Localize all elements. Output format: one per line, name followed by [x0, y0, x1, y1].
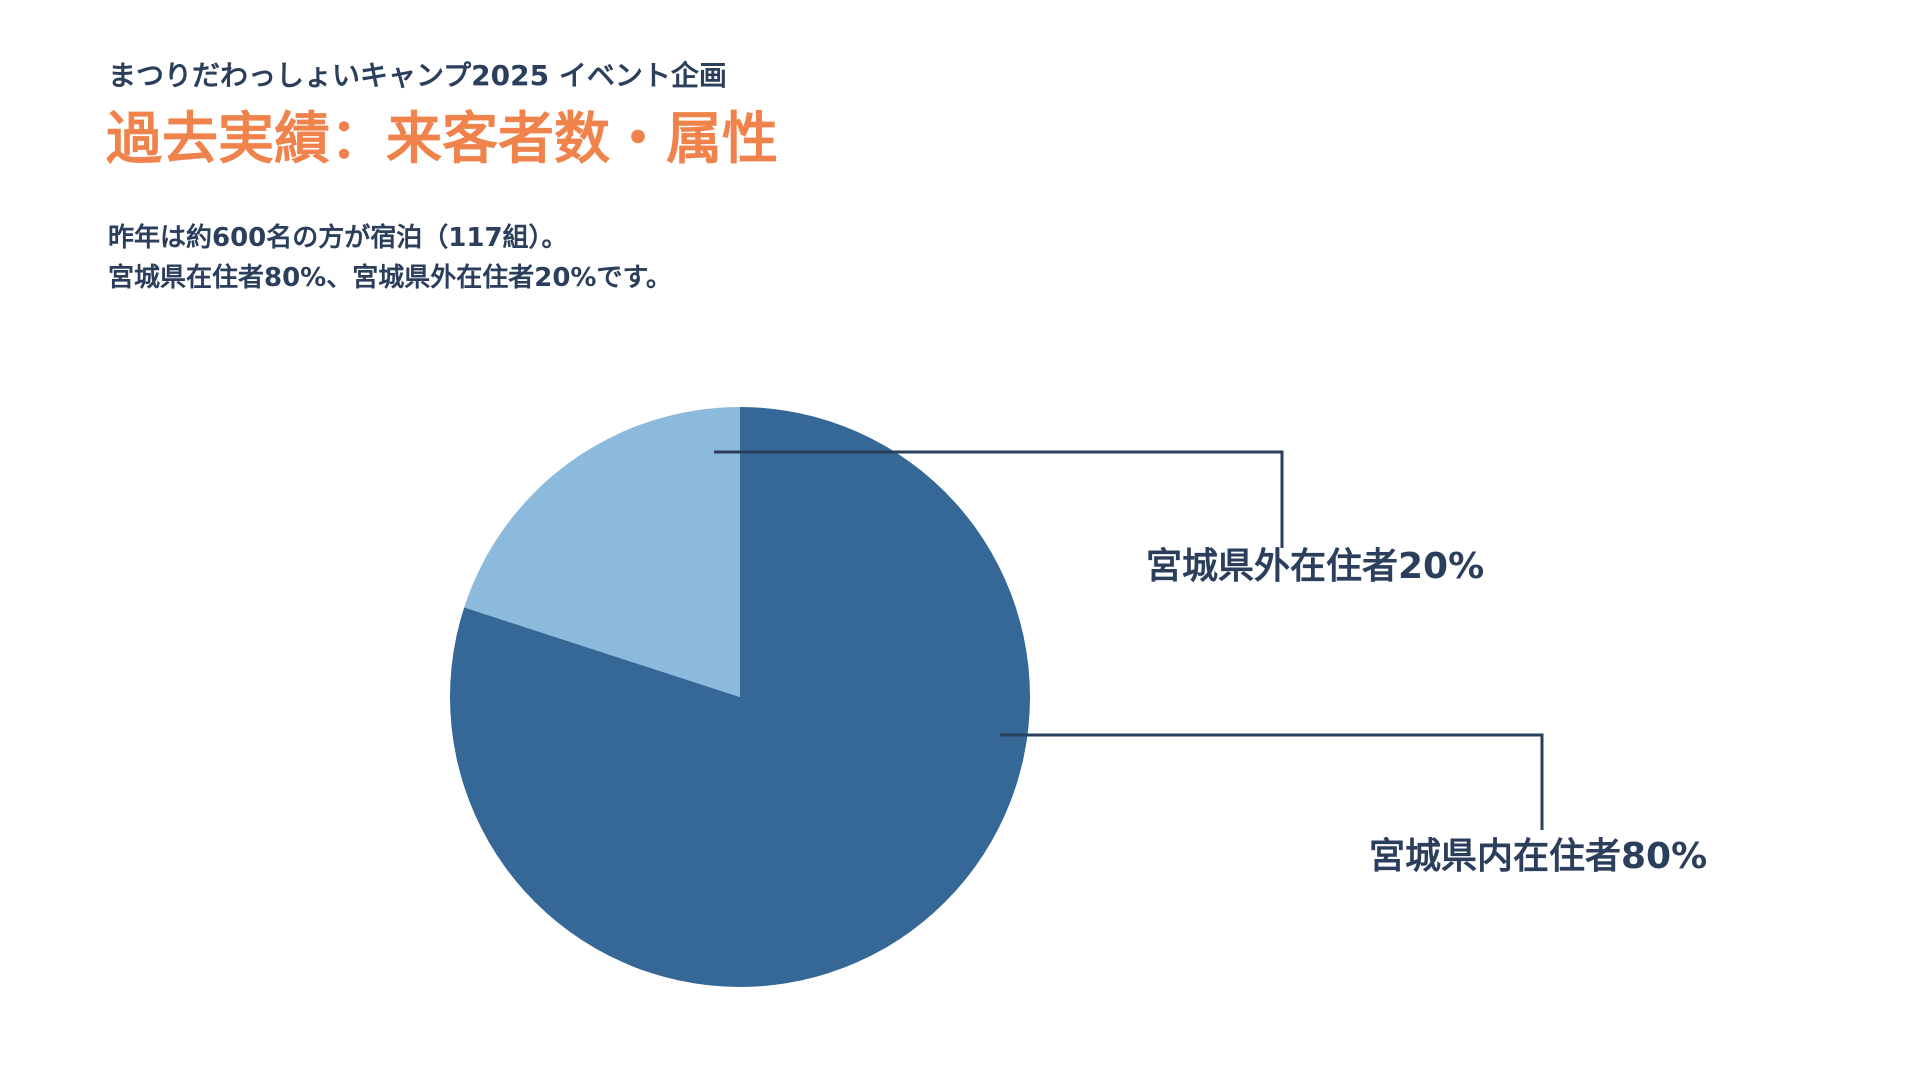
description-line-1: 昨年は約600名の方が宿泊（117組）。 [108, 223, 568, 253]
page-title: 過去実績：来客者数・属性 [106, 107, 778, 172]
event-kicker: まつりだわっしょいキャンプ2025 イベント企画 [108, 59, 727, 92]
slice-labels: 宮城県内在住者80% 宮城県外在住者20% [1146, 546, 1707, 877]
leader-line-outside [714, 450, 1284, 548]
pie-slice-outside-resident [464, 407, 740, 697]
leader-lines [714, 450, 1544, 830]
leader-line-inside [1000, 733, 1544, 830]
slice-label-outside: 宮城県外在住者20% [1146, 546, 1484, 587]
description: 昨年は約600名の方が宿泊（117組）。 宮城県在住者80%、宮城県外在住者20… [108, 218, 672, 298]
slice-label-inside: 宮城県内在住者80% [1369, 836, 1707, 877]
pie-slice-miyagi-resident [450, 407, 1031, 987]
pie-slices [450, 407, 1031, 987]
description-line-2: 宮城県在住者80%、宮城県外在住者20%です。 [108, 263, 672, 293]
